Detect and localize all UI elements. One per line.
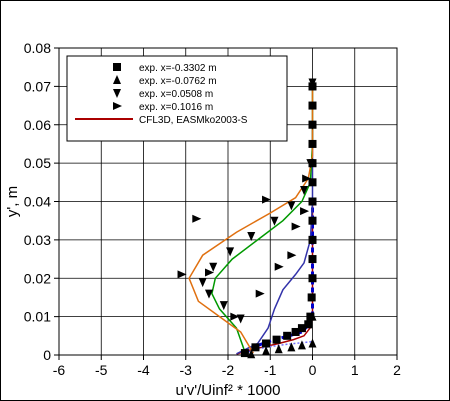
data-point — [308, 120, 317, 130]
series-markers-3 — [177, 174, 312, 321]
data-point — [230, 312, 240, 321]
data-point — [302, 174, 312, 183]
series-line-7 — [211, 86, 314, 353]
data-point — [300, 207, 310, 216]
data-point — [291, 327, 300, 336]
legend: exp. x=-0.3302 m exp. x=-0.0762 m exp. x=0… — [66, 55, 288, 142]
series-line-8 — [188, 78, 314, 354]
legend-item: exp. x=0.1016 m — [113, 102, 213, 113]
data-point — [204, 289, 213, 299]
data-point — [308, 216, 317, 225]
legend-item: CFL3D, EASMko2003-S — [75, 115, 248, 126]
x-tick-label: -2 — [222, 362, 235, 378]
data-point — [251, 343, 260, 352]
data-point — [113, 75, 121, 84]
legend-label: exp. x=0.0508 m — [139, 89, 213, 100]
y-tick-label: 0.04 — [24, 194, 51, 210]
data-point — [262, 195, 272, 204]
data-point — [198, 278, 207, 288]
y-tick-label: 0.06 — [24, 117, 51, 133]
data-point — [226, 247, 235, 257]
x-axis-label: u'v'/Uinf² * 1000 — [176, 382, 281, 399]
data-point — [308, 234, 317, 244]
data-point — [113, 63, 121, 71]
series-line-6 — [236, 124, 314, 355]
data-point — [287, 251, 297, 260]
series-markers — [177, 78, 317, 359]
x-tick-label: -1 — [264, 362, 277, 378]
data-point — [300, 185, 309, 195]
data-point — [270, 216, 279, 226]
y-tick-label: 0 — [43, 347, 51, 363]
data-point — [209, 262, 218, 272]
legend-item: exp. x=-0.0762 m — [113, 75, 217, 87]
data-point — [262, 339, 271, 348]
data-point — [308, 255, 317, 264]
legend-item: exp. x=0.0508 m — [113, 89, 213, 100]
data-point — [308, 338, 317, 348]
data-point — [236, 314, 245, 324]
data-point — [274, 344, 283, 354]
y-tick-label: 0.01 — [24, 309, 51, 325]
y-tick-label: 0.08 — [24, 40, 51, 56]
legend-box — [66, 55, 288, 142]
data-point — [255, 289, 265, 298]
legend-label: exp. x=0.1016 m — [139, 102, 213, 113]
data-point — [308, 274, 317, 283]
data-point — [287, 342, 296, 352]
data-point — [113, 89, 121, 98]
data-point — [287, 201, 296, 211]
data-point — [308, 197, 317, 206]
data-point — [308, 311, 317, 321]
legend-label: exp. x=-0.0762 m — [139, 76, 217, 87]
series-markers-1 — [247, 81, 317, 359]
data-point — [308, 178, 317, 187]
data-point — [304, 320, 313, 329]
data-point — [308, 139, 317, 148]
legend-item: exp. x=-0.3302 m — [113, 63, 217, 74]
data-point — [272, 335, 281, 344]
x-tick-label: 2 — [393, 362, 401, 378]
data-point — [262, 346, 271, 356]
x-tick-label: 1 — [351, 362, 359, 378]
data-point — [177, 270, 187, 279]
data-point — [306, 159, 315, 169]
x-tick-label: -5 — [95, 362, 108, 378]
axis-ticks: -6 -5 -4 -3 -2 -1 0 1 2 0 0.01 0.02 0.03 0.04 0.05 0.06… — [24, 40, 401, 378]
x-tick-label: -3 — [180, 362, 193, 378]
data-point — [219, 301, 228, 311]
data-point — [247, 232, 256, 242]
data-point — [283, 331, 292, 340]
data-point — [308, 101, 317, 110]
data-point — [307, 293, 316, 302]
y-axis-label: y', m — [4, 186, 21, 217]
data-point — [291, 222, 301, 231]
legend-label: CFL3D, EASMko2003-S — [139, 115, 248, 126]
legend-label: exp. x=-0.3302 m — [139, 63, 217, 74]
data-point — [274, 262, 284, 271]
y-tick-label: 0.03 — [24, 232, 51, 248]
data-point — [297, 340, 306, 350]
y-tick-label: 0.07 — [24, 78, 51, 94]
x-tick-label: 0 — [309, 362, 317, 378]
y-tick-label: 0.02 — [24, 270, 51, 286]
data-point — [308, 78, 317, 88]
data-point — [192, 214, 202, 223]
y-tick-label: 0.05 — [24, 155, 51, 171]
data-point — [204, 268, 214, 277]
data-point — [297, 324, 306, 333]
data-point — [240, 349, 249, 358]
x-tick-label: -4 — [137, 362, 150, 378]
x-tick-label: -6 — [53, 362, 66, 378]
data-point — [113, 102, 122, 110]
data-point — [247, 349, 256, 359]
